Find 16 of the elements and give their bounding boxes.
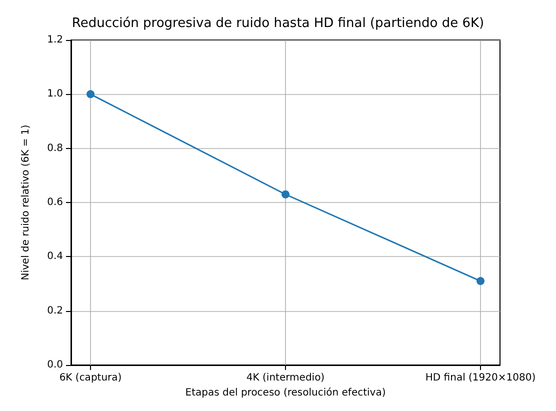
point: [282, 190, 290, 198]
y-tick-label: 1.0: [47, 88, 63, 100]
y-tick-label: 0.4: [47, 251, 63, 262]
point: [86, 90, 94, 98]
y-tick-label: 0.6: [47, 197, 63, 208]
y-axis-title: Nivel de ruido relativo (6K = 1): [20, 124, 32, 280]
y-tick-label: 0.8: [47, 142, 63, 154]
y-tick-label: 0.0: [47, 360, 63, 370]
point: [476, 277, 484, 286]
x-tick-label: 4K (intermedio): [246, 372, 325, 384]
x-axis-title: Etapas del proceso (resolución efectiva): [185, 387, 386, 398]
x-tick-label: 6K (captura): [59, 372, 122, 384]
chart-title: Reducción progresiva de ruido hasta HD final (partiendo de 6K): [72, 16, 484, 31]
x-tick-label: HD final (1920×1080): [425, 372, 536, 384]
y-tick-label: 0.2: [47, 305, 63, 316]
y-tick-label: 1.2: [47, 34, 63, 46]
